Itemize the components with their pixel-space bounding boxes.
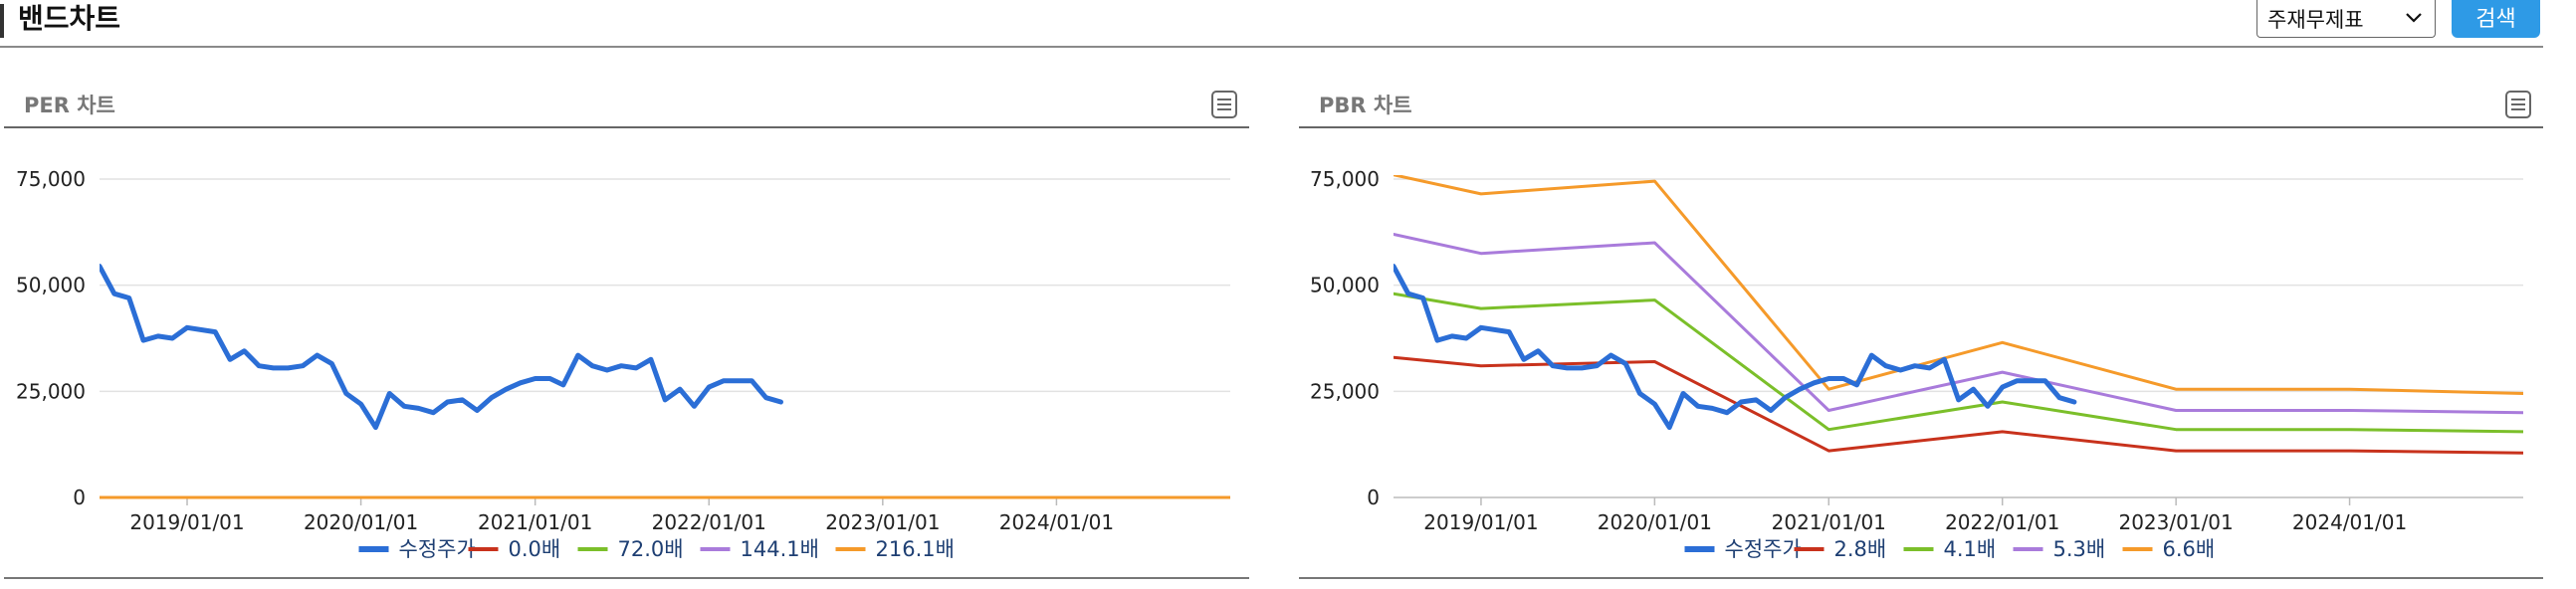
- legend-item-label[interactable]: 216.1배: [876, 537, 955, 561]
- table-view-icon[interactable]: [1209, 90, 1239, 119]
- legend-item-label[interactable]: 6.6배: [2163, 537, 2216, 561]
- legend-item-label[interactable]: 2.8배: [1834, 537, 1887, 561]
- pbr-chart-panel: PBR 차트 0 25,000 50,000 75,000 2019/01/01 2020…: [1299, 80, 2543, 589]
- x-tick-label: 2021/01/01: [1772, 510, 1886, 534]
- y-tick-label: 25,000: [1310, 379, 1380, 403]
- statement-type-select[interactable]: 주재무제표: [2256, 0, 2436, 38]
- legend-item-label[interactable]: 0.0배: [509, 537, 561, 561]
- series-line-4: [1394, 175, 2523, 395]
- series-line-0: [1394, 264, 2077, 431]
- legend[interactable]: 수정주가 2.8배 4.1배 5.3배 6.6배: [1684, 537, 2216, 561]
- series-group: [100, 264, 1230, 499]
- panel-bottom-divider: [1299, 577, 2543, 579]
- title-divider: [0, 46, 2543, 48]
- select-value: 주재무제표: [2267, 8, 2364, 32]
- page-title: 밴드차트: [18, 2, 121, 35]
- legend[interactable]: 수정주가 0.0배 72.0배 144.1배 216.1배: [358, 537, 955, 561]
- series-line-0: [100, 264, 783, 431]
- series-line-2: [1394, 292, 2523, 434]
- panel-divider: [4, 126, 1249, 128]
- x-tick-label: 2019/01/01: [1423, 510, 1538, 534]
- x-tick-label: 2024/01/01: [999, 510, 1114, 534]
- per-chart-panel: PER 차트 0 25,000 50,000 75,000 2019/01/01 2020…: [4, 80, 1249, 589]
- legend-item-label[interactable]: 수정주가: [1725, 537, 1802, 561]
- pbr-chart: 0 25,000 50,000 75,000 2019/01/01 2020/01/01 2…: [1310, 167, 2523, 561]
- panel-bottom-divider: [4, 577, 1249, 579]
- x-tick-label: 2023/01/01: [825, 510, 940, 534]
- series-line-1: [1394, 355, 2523, 455]
- y-tick-label: 75,000: [1310, 167, 1380, 191]
- y-tick-label: 0: [73, 486, 86, 509]
- y-tick-label: 50,000: [16, 274, 86, 297]
- y-tick-label: 0: [1367, 486, 1380, 509]
- x-tick-label: 2022/01/01: [1945, 510, 2059, 534]
- title-marker: [0, 4, 4, 38]
- table-view-icon[interactable]: [2503, 90, 2533, 119]
- chevron-down-icon: [2406, 13, 2422, 23]
- y-tick-label: 50,000: [1310, 274, 1380, 297]
- legend-item-label[interactable]: 144.1배: [741, 537, 819, 561]
- panel-divider: [1299, 126, 2543, 128]
- x-tick-label: 2022/01/01: [652, 510, 766, 534]
- series-group: [1394, 175, 2523, 455]
- x-tick-label: 2019/01/01: [129, 510, 244, 534]
- x-tick-label: 2020/01/01: [304, 510, 418, 534]
- top-bar: 밴드차트 주재무제표 검색: [0, 0, 2576, 48]
- y-tick-label: 75,000: [16, 167, 86, 191]
- legend-item-label[interactable]: 수정주가: [399, 537, 476, 561]
- x-tick-label: 2020/01/01: [1598, 510, 1712, 534]
- series-line-3: [1394, 233, 2523, 415]
- per-chart: 0 25,000 50,000 75,000 2019/01/01 2020/01/01 2…: [16, 167, 1230, 561]
- search-button[interactable]: 검색: [2452, 0, 2540, 38]
- y-tick-label: 25,000: [16, 379, 86, 403]
- x-tick-label: 2024/01/01: [2292, 510, 2407, 534]
- panel-title: PBR 차트: [1319, 94, 1412, 117]
- legend-item-label[interactable]: 72.0배: [618, 537, 684, 561]
- legend-item-label[interactable]: 4.1배: [1944, 537, 1997, 561]
- x-tick-label: 2021/01/01: [478, 510, 592, 534]
- panel-title: PER 차트: [24, 94, 115, 117]
- x-tick-label: 2023/01/01: [2118, 510, 2233, 534]
- legend-item-label[interactable]: 5.3배: [2053, 537, 2106, 561]
